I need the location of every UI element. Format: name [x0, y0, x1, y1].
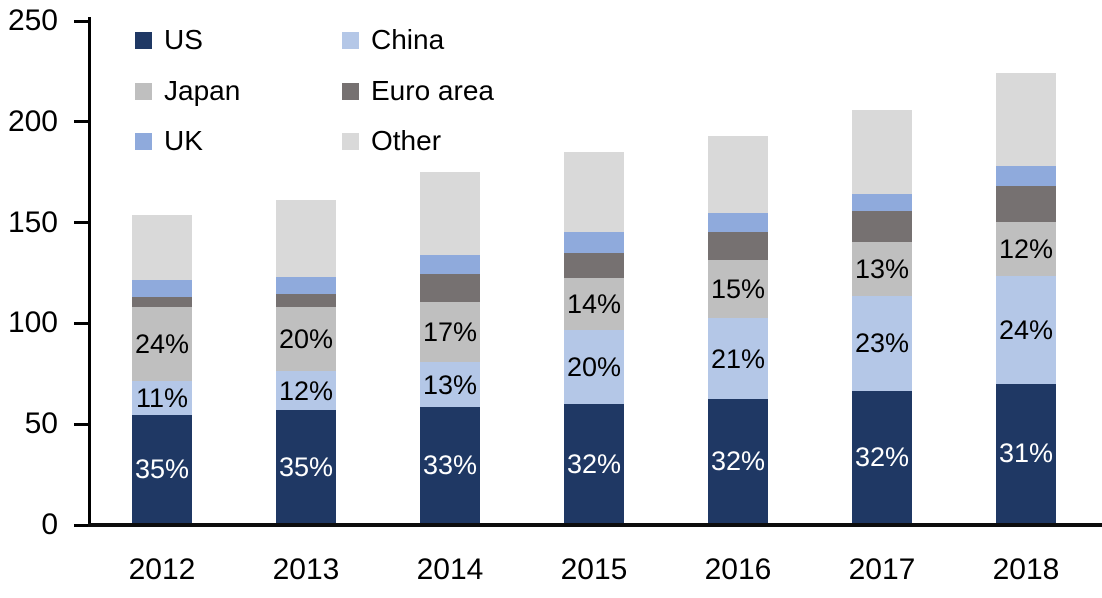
segment-data-label: 35%	[278, 451, 334, 482]
segment-data-label: 21%	[710, 343, 766, 374]
bar-segment-japan	[708, 259, 768, 318]
legend-label: UK	[164, 125, 203, 156]
x-axis-label: 2015	[560, 553, 628, 586]
y-tick-label: 200	[7, 104, 58, 138]
segment-data-label: 12%	[998, 233, 1054, 264]
y-tick-label: 50	[24, 407, 58, 441]
segment-data-label: 32%	[566, 448, 622, 479]
bar-segment-other	[996, 73, 1056, 166]
x-axis-label: 2014	[416, 553, 484, 586]
bar-segment-other	[564, 152, 624, 233]
y-tick-mark	[74, 19, 88, 23]
segment-data-label: 32%	[854, 441, 910, 472]
bar-segment-other	[708, 135, 768, 214]
bar-segment-japan	[132, 306, 192, 382]
bar-segment-japan	[564, 278, 624, 331]
legend-label: US	[164, 24, 203, 55]
bar-segment-other	[132, 214, 192, 281]
bar-segment-us	[276, 410, 336, 523]
legend-swatch-icon	[135, 132, 152, 150]
bar-segment-china	[132, 381, 192, 416]
bar-segment-euro-area	[564, 253, 624, 279]
x-axis-label: 2018	[992, 553, 1060, 586]
y-tick-mark	[74, 321, 88, 325]
legend-label: China	[371, 24, 445, 55]
segment-data-label: 13%	[854, 253, 910, 284]
bar-segment-euro-area	[420, 273, 480, 303]
segment-data-label: 13%	[422, 369, 478, 400]
bar-segment-euro-area	[708, 231, 768, 260]
bar-segment-china	[852, 295, 912, 391]
y-tick-mark	[74, 523, 88, 527]
bar-segment-euro-area	[996, 185, 1056, 222]
segment-data-label: 15%	[710, 273, 766, 304]
legend-label: Japan	[164, 75, 241, 106]
segment-data-label: 14%	[566, 289, 622, 320]
bar-segment-us	[420, 407, 480, 523]
x-axis-label: 2012	[128, 553, 196, 586]
bar-segment-china	[564, 330, 624, 405]
y-tick-label: 0	[41, 508, 58, 541]
segment-data-label: 33%	[422, 450, 478, 481]
bar-segment-euro-area	[852, 210, 912, 242]
bar-segment-japan	[276, 306, 336, 372]
segment-data-label: 31%	[998, 438, 1054, 469]
legend-swatch-icon	[342, 132, 359, 150]
x-axis-baseline	[88, 523, 1102, 527]
y-tick-label: 150	[7, 205, 58, 239]
segment-data-label: 24%	[134, 328, 190, 359]
x-axis-label: 2013	[272, 553, 340, 586]
legend-label: Other	[371, 125, 442, 156]
bar-segment-uk	[564, 232, 624, 254]
bar-segment-japan	[852, 241, 912, 296]
bar-segment-china	[276, 371, 336, 411]
bar-segment-uk	[708, 213, 768, 232]
y-axis-line	[88, 17, 91, 527]
bar-segment-euro-area	[276, 294, 336, 307]
legend-label: Euro area	[371, 75, 494, 106]
segment-data-label: 35%	[134, 454, 190, 485]
y-tick-mark	[74, 422, 88, 426]
legend-swatch-icon	[135, 31, 152, 49]
segment-data-label: 17%	[422, 316, 478, 347]
bar-segment-us	[708, 399, 768, 523]
bar-segment-us	[564, 404, 624, 523]
legend-swatch-icon	[342, 31, 359, 49]
bar-segment-japan	[420, 302, 480, 362]
bar-segment-us	[132, 415, 192, 523]
bar-segment-uk	[420, 254, 480, 274]
bar-segment-china	[708, 317, 768, 400]
x-axis-label: 2017	[848, 553, 916, 586]
bar-segment-china	[420, 361, 480, 408]
y-tick-mark	[74, 221, 88, 225]
y-tick-label: 250	[7, 4, 58, 37]
bar-segment-uk	[276, 277, 336, 295]
segment-data-label: 20%	[566, 352, 622, 383]
segment-data-label: 12%	[278, 375, 334, 406]
bar-segment-uk	[132, 280, 192, 297]
legend-swatch-icon	[135, 82, 152, 100]
segment-data-label: 23%	[854, 328, 910, 359]
y-tick-label: 100	[7, 306, 58, 340]
segment-data-label: 32%	[710, 446, 766, 477]
bar-segment-us	[996, 383, 1056, 523]
segment-data-label: 11%	[135, 383, 189, 414]
segment-data-label: 20%	[278, 324, 334, 355]
legend-swatch-icon	[342, 82, 359, 100]
x-axis-label: 2016	[704, 553, 772, 586]
y-tick-mark	[74, 120, 88, 124]
segment-data-label: 24%	[998, 314, 1054, 345]
bar-segment-other	[420, 172, 480, 255]
bar-segment-us	[852, 390, 912, 523]
bar-segment-uk	[852, 193, 912, 211]
bar-segment-japan	[996, 221, 1056, 276]
bar-segment-other	[852, 109, 912, 194]
bar-segment-other	[276, 200, 336, 278]
bar-segment-uk	[996, 165, 1056, 186]
bar-segment-china	[996, 275, 1056, 384]
bar-segment-euro-area	[132, 296, 192, 307]
